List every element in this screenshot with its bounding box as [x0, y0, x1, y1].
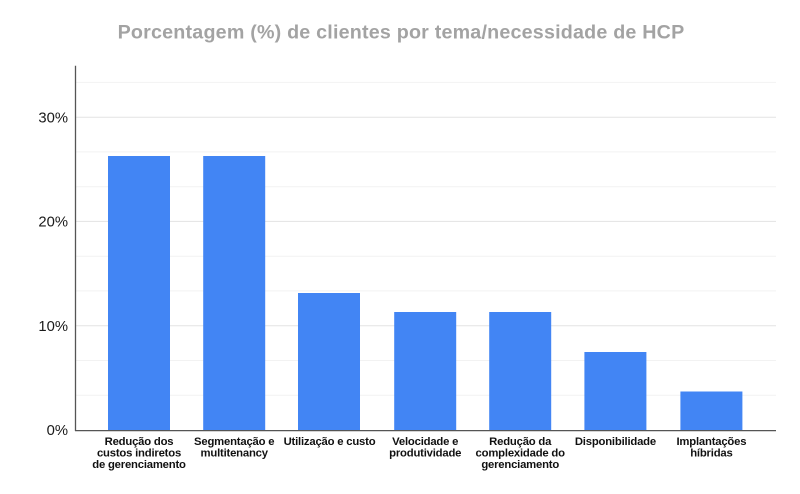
svg-text:30%: 30% [38, 110, 68, 126]
svg-text:Utilização e custo: Utilização e custo [284, 436, 376, 448]
svg-text:10%: 10% [38, 319, 68, 335]
svg-text:Redução da: Redução da [489, 436, 552, 448]
svg-text:produtividade: produtividade [389, 448, 461, 460]
svg-text:complexidade do: complexidade do [476, 448, 566, 460]
svg-text:0%: 0% [47, 423, 68, 439]
svg-text:multitenancy: multitenancy [201, 448, 269, 460]
svg-text:híbridas: híbridas [690, 448, 732, 460]
svg-text:gerenciamento: gerenciamento [481, 459, 559, 471]
svg-text:Velocidade e: Velocidade e [392, 436, 458, 448]
svg-text:Porcentagem (%) de clientes po: Porcentagem (%) de clientes por tema/nec… [118, 22, 685, 44]
svg-text:de gerenciamento: de gerenciamento [92, 459, 186, 471]
svg-text:custos indiretos: custos indiretos [97, 448, 181, 460]
svg-text:Redução dos: Redução dos [105, 436, 174, 448]
svg-text:Disponibilidade: Disponibilidade [575, 436, 656, 448]
svg-text:Segmentação e: Segmentação e [194, 436, 274, 448]
svg-text:20%: 20% [38, 215, 68, 231]
svg-text:Implantações: Implantações [676, 436, 746, 448]
